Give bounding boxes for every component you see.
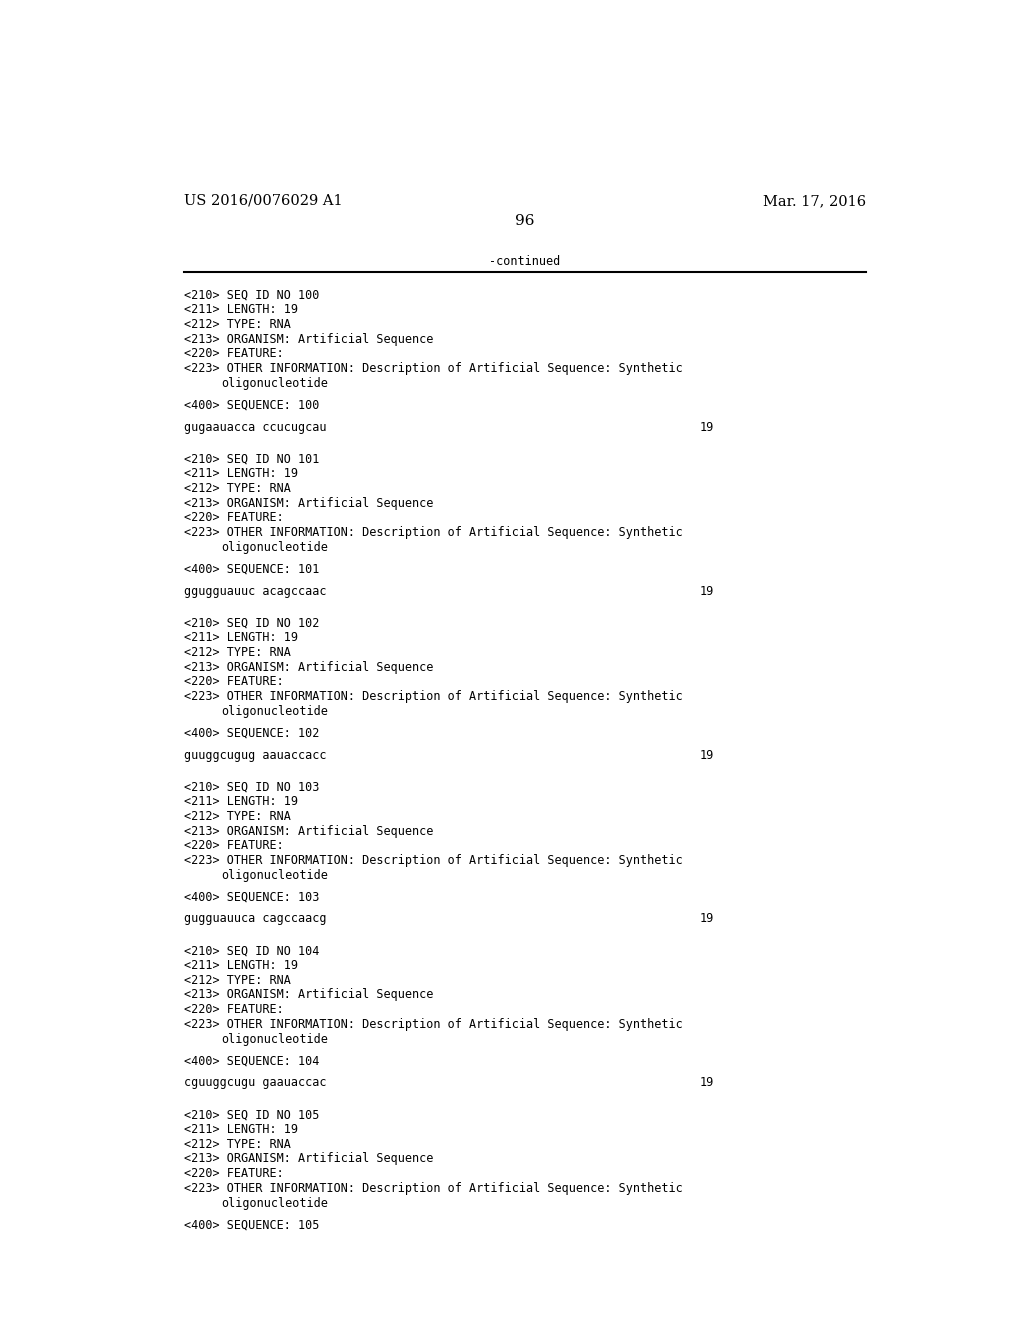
Text: gugguauuca cagccaacg: gugguauuca cagccaacg xyxy=(183,912,326,925)
Text: <212> TYPE: RNA: <212> TYPE: RNA xyxy=(183,809,291,822)
Text: -continued: -continued xyxy=(489,255,560,268)
Text: <223> OTHER INFORMATION: Description of Artificial Sequence: Synthetic: <223> OTHER INFORMATION: Description of … xyxy=(183,527,682,539)
Text: <223> OTHER INFORMATION: Description of Artificial Sequence: Synthetic: <223> OTHER INFORMATION: Description of … xyxy=(183,1018,682,1031)
Text: US 2016/0076029 A1: US 2016/0076029 A1 xyxy=(183,194,342,209)
Text: oligonucleotide: oligonucleotide xyxy=(221,378,329,389)
Text: <212> TYPE: RNA: <212> TYPE: RNA xyxy=(183,482,291,495)
Text: <400> SEQUENCE: 103: <400> SEQUENCE: 103 xyxy=(183,891,318,904)
Text: <212> TYPE: RNA: <212> TYPE: RNA xyxy=(183,1138,291,1151)
Text: <211> LENGTH: 19: <211> LENGTH: 19 xyxy=(183,304,298,317)
Text: ggugguauuc acagccaac: ggugguauuc acagccaac xyxy=(183,585,326,598)
Text: <210> SEQ ID NO 105: <210> SEQ ID NO 105 xyxy=(183,1109,318,1121)
Text: <213> ORGANISM: Artificial Sequence: <213> ORGANISM: Artificial Sequence xyxy=(183,660,433,673)
Text: <210> SEQ ID NO 104: <210> SEQ ID NO 104 xyxy=(183,944,318,957)
Text: 19: 19 xyxy=(699,421,714,434)
Text: <211> LENGTH: 19: <211> LENGTH: 19 xyxy=(183,467,298,480)
Text: <400> SEQUENCE: 104: <400> SEQUENCE: 104 xyxy=(183,1055,318,1068)
Text: oligonucleotide: oligonucleotide xyxy=(221,1032,329,1045)
Text: <223> OTHER INFORMATION: Description of Artificial Sequence: Synthetic: <223> OTHER INFORMATION: Description of … xyxy=(183,1181,682,1195)
Text: <212> TYPE: RNA: <212> TYPE: RNA xyxy=(183,645,291,659)
Text: <223> OTHER INFORMATION: Description of Artificial Sequence: Synthetic: <223> OTHER INFORMATION: Description of … xyxy=(183,854,682,867)
Text: 19: 19 xyxy=(699,585,714,598)
Text: 19: 19 xyxy=(699,748,714,762)
Text: <211> LENGTH: 19: <211> LENGTH: 19 xyxy=(183,960,298,972)
Text: <220> FEATURE:: <220> FEATURE: xyxy=(183,1167,284,1180)
Text: 96: 96 xyxy=(515,214,535,228)
Text: <211> LENGTH: 19: <211> LENGTH: 19 xyxy=(183,631,298,644)
Text: <400> SEQUENCE: 101: <400> SEQUENCE: 101 xyxy=(183,562,318,576)
Text: <211> LENGTH: 19: <211> LENGTH: 19 xyxy=(183,795,298,808)
Text: <211> LENGTH: 19: <211> LENGTH: 19 xyxy=(183,1123,298,1137)
Text: <213> ORGANISM: Artificial Sequence: <213> ORGANISM: Artificial Sequence xyxy=(183,989,433,1002)
Text: 19: 19 xyxy=(699,912,714,925)
Text: <220> FEATURE:: <220> FEATURE: xyxy=(183,347,284,360)
Text: oligonucleotide: oligonucleotide xyxy=(221,705,329,718)
Text: 19: 19 xyxy=(699,1076,714,1089)
Text: oligonucleotide: oligonucleotide xyxy=(221,541,329,554)
Text: cguuggcugu gaauaccac: cguuggcugu gaauaccac xyxy=(183,1076,326,1089)
Text: <212> TYPE: RNA: <212> TYPE: RNA xyxy=(183,974,291,987)
Text: <210> SEQ ID NO 100: <210> SEQ ID NO 100 xyxy=(183,289,318,301)
Text: <223> OTHER INFORMATION: Description of Artificial Sequence: Synthetic: <223> OTHER INFORMATION: Description of … xyxy=(183,690,682,704)
Text: <220> FEATURE:: <220> FEATURE: xyxy=(183,511,284,524)
Text: <400> SEQUENCE: 102: <400> SEQUENCE: 102 xyxy=(183,727,318,739)
Text: <212> TYPE: RNA: <212> TYPE: RNA xyxy=(183,318,291,331)
Text: oligonucleotide: oligonucleotide xyxy=(221,1197,329,1209)
Text: <400> SEQUENCE: 100: <400> SEQUENCE: 100 xyxy=(183,399,318,412)
Text: guuggcugug aauaccacc: guuggcugug aauaccacc xyxy=(183,748,326,762)
Text: gugaauacca ccucugcau: gugaauacca ccucugcau xyxy=(183,421,326,434)
Text: <210> SEQ ID NO 103: <210> SEQ ID NO 103 xyxy=(183,780,318,793)
Text: <220> FEATURE:: <220> FEATURE: xyxy=(183,676,284,688)
Text: oligonucleotide: oligonucleotide xyxy=(221,869,329,882)
Text: <213> ORGANISM: Artificial Sequence: <213> ORGANISM: Artificial Sequence xyxy=(183,1152,433,1166)
Text: <220> FEATURE:: <220> FEATURE: xyxy=(183,840,284,853)
Text: <213> ORGANISM: Artificial Sequence: <213> ORGANISM: Artificial Sequence xyxy=(183,825,433,838)
Text: <213> ORGANISM: Artificial Sequence: <213> ORGANISM: Artificial Sequence xyxy=(183,496,433,510)
Text: <210> SEQ ID NO 101: <210> SEQ ID NO 101 xyxy=(183,453,318,466)
Text: Mar. 17, 2016: Mar. 17, 2016 xyxy=(763,194,866,209)
Text: <223> OTHER INFORMATION: Description of Artificial Sequence: Synthetic: <223> OTHER INFORMATION: Description of … xyxy=(183,362,682,375)
Text: <213> ORGANISM: Artificial Sequence: <213> ORGANISM: Artificial Sequence xyxy=(183,333,433,346)
Text: <220> FEATURE:: <220> FEATURE: xyxy=(183,1003,284,1016)
Text: <210> SEQ ID NO 102: <210> SEQ ID NO 102 xyxy=(183,616,318,630)
Text: <400> SEQUENCE: 105: <400> SEQUENCE: 105 xyxy=(183,1218,318,1232)
